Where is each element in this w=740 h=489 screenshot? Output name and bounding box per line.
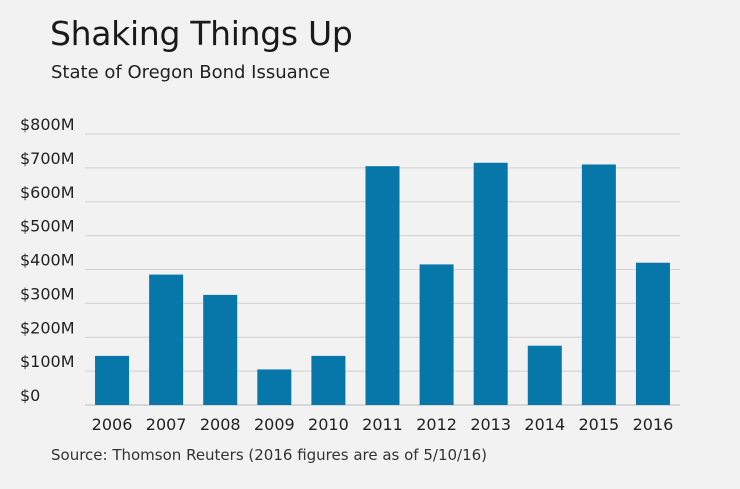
y-tick-label: $500M [20,217,75,236]
bar-2010 [311,355,346,405]
bar-2014 [527,345,562,405]
bar-2009 [257,369,292,405]
bar-2016 [635,262,670,405]
x-tick-label: 2016 [633,415,674,434]
x-tick-label: 2014 [524,415,565,434]
bar-2008 [203,294,238,405]
x-tick-label: 2009 [254,415,295,434]
x-tick-label: 2008 [200,415,241,434]
y-tick-label: $300M [20,284,75,303]
bars [95,162,670,405]
y-tick-label: $800M [20,115,75,134]
x-tick-label: 2010 [308,415,349,434]
y-tick-label: $400M [20,251,75,270]
x-tick-label: 2006 [92,415,133,434]
bar-2015 [581,164,616,405]
y-tick-label: $0 [20,386,40,405]
bar-2007 [149,274,184,405]
x-tick-label: 2011 [362,415,403,434]
source-note: Source: Thomson Reuters (2016 figures ar… [51,446,488,464]
chart-subtitle: State of Oregon Bond Issuance [51,62,331,83]
x-axis: 2006 2007 2008 2009 2010 2011 2012 2013 2014 2015… [92,415,674,434]
bar-2013 [473,162,508,405]
y-axis: $0 $100M $200M $300M $400M $500M $600M $700M $80… [20,115,75,405]
y-tick-label: $600M [20,183,75,202]
bar-2011 [365,166,400,405]
x-tick-label: 2015 [579,415,620,434]
bar-2012 [419,264,454,405]
bar-2006 [95,355,130,405]
y-tick-label: $700M [20,149,75,168]
y-tick-label: $200M [20,318,75,337]
x-tick-label: 2007 [146,415,187,434]
y-tick-label: $100M [20,352,75,371]
chart-title: Shaking Things Up [50,14,353,53]
x-tick-label: 2013 [470,415,511,434]
x-tick-label: 2012 [416,415,457,434]
